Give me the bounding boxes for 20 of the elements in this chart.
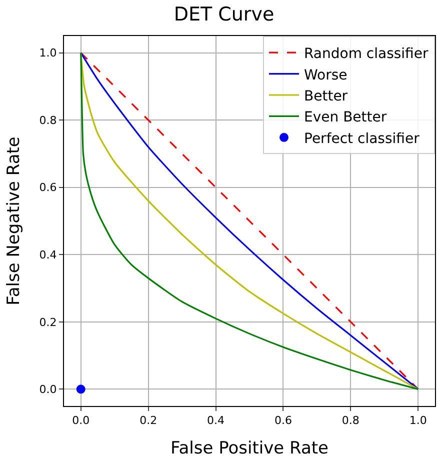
y-tick-label: 0.2 [39,316,57,329]
x-tick-label: 0.8 [342,414,360,428]
y-tick-label: 0.4 [39,248,57,262]
y-tick-label: 1.0 [39,46,57,60]
legend-label: Worse [304,67,348,84]
legend-label: Random classifier [304,46,428,62]
x-tick-label: 0.0 [72,414,90,428]
legend-label: Even Better [304,110,387,126]
x-axis-title: False Positive Rate [170,438,328,459]
y-axis-title: False Negative Rate [4,136,24,306]
y-tick-label: 0.0 [39,383,57,396]
legend-label: Better [304,88,348,104]
x-tick-label: 1.0 [409,414,427,428]
chart-title: DET Curve [174,3,274,26]
y-tick-label: 0.6 [39,181,57,194]
x-tick-label: 0.4 [207,414,225,428]
legend-label: Perfect classifier [304,130,420,147]
x-tick-label: 0.6 [274,414,292,428]
x-tick-label: 0.2 [140,414,158,428]
y-tick-label: 0.8 [39,114,57,127]
